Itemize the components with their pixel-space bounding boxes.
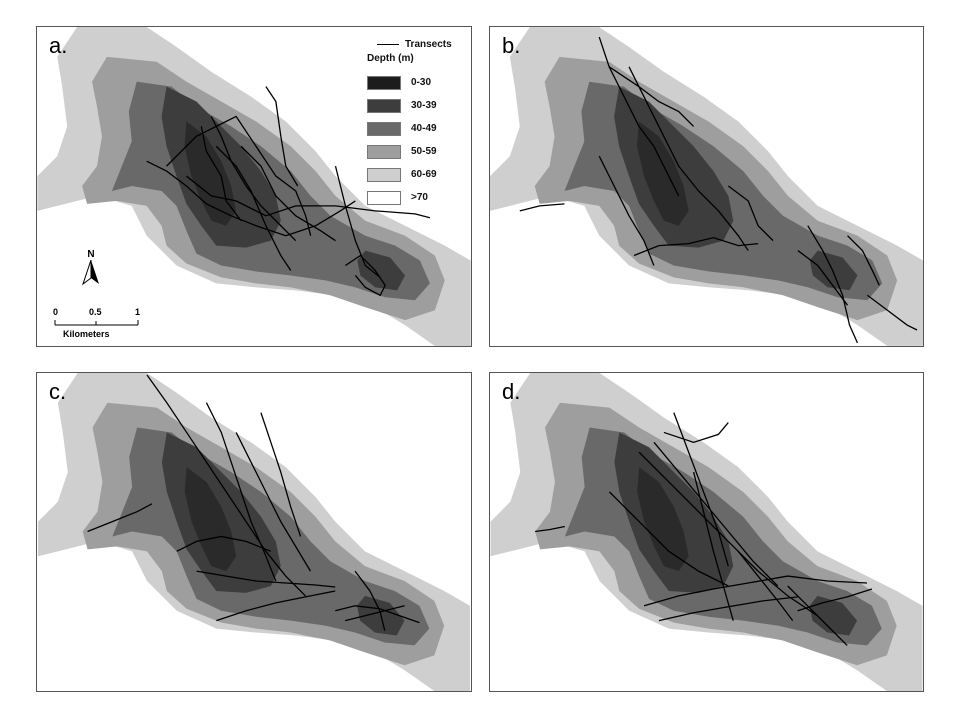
north-arrow-icon (82, 259, 99, 286)
scale-tick-1: 0.5 (89, 307, 102, 317)
transects-b (519, 36, 918, 344)
transects-d (535, 412, 873, 646)
legend-class-1: 30-39 (367, 94, 471, 117)
legend-class-2: 40-49 (367, 117, 471, 140)
legend-swatch (367, 190, 401, 205)
scale-units: Kilometers (63, 329, 110, 339)
panel-label-a: a. (49, 33, 68, 58)
legend-swatch (367, 167, 401, 182)
legend-transects: Transects (367, 37, 471, 51)
legend-class-label: 50-59 (411, 146, 437, 157)
legend-class-0: 0-30 (367, 71, 471, 94)
legend-class-4: 60-69 (367, 163, 471, 186)
panel-label-c: c. (49, 379, 67, 404)
transects-a (146, 86, 431, 297)
scale-bar: 0 0.5 1 Kilometers (43, 307, 143, 339)
panel-label-b: b. (502, 33, 521, 58)
panel-label-d: d. (502, 379, 521, 404)
map-panel-a: a. Transects Depth (m) 0-30 30-39 40-49 … (36, 26, 472, 347)
scale-ticks: 0 0.5 1 (43, 307, 143, 319)
transects-c (87, 374, 420, 631)
legend-swatch (367, 75, 401, 90)
scale-tick-0: 0 (53, 307, 59, 317)
scale-tick-2: 1 (135, 307, 141, 317)
map-legend: Transects Depth (m) 0-30 30-39 40-49 50-… (367, 37, 471, 209)
scale-bar-line (54, 320, 139, 326)
map-panel-b: b. (489, 26, 924, 347)
legend-class-label: 60-69 (411, 169, 437, 180)
north-arrow: N (81, 249, 101, 289)
north-label: N (87, 249, 95, 260)
legend-transects-label: Transects (405, 38, 452, 50)
transect-line-symbol (377, 43, 399, 45)
legend-class-label: 0-30 (411, 77, 432, 88)
legend-class-3: 50-59 (367, 140, 471, 163)
map-panel-d: d. (489, 372, 924, 692)
legend-swatch (367, 144, 401, 159)
legend-class-label: 30-39 (411, 100, 437, 111)
legend-swatch (367, 121, 401, 136)
legend-depth-title: Depth (m) (367, 53, 414, 64)
legend-class-label: >70 (411, 192, 428, 203)
legend-swatch (367, 98, 401, 113)
legend-class-label: 40-49 (411, 123, 437, 134)
legend-class-5: >70 (367, 186, 471, 209)
map-panel-c: c. (36, 372, 472, 692)
